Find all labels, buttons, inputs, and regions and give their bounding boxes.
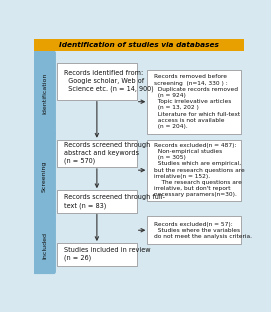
FancyBboxPatch shape [57,243,137,266]
FancyBboxPatch shape [147,70,241,134]
Text: Screening: Screening [42,161,47,193]
Text: Records removed before
screening  (n=14, 330 ) :
  Duplicate records removed
  (: Records removed before screening (n=14, … [154,74,240,129]
FancyBboxPatch shape [57,63,137,100]
Text: Studies included in review
(n = 26): Studies included in review (n = 26) [64,247,151,261]
FancyBboxPatch shape [34,39,244,51]
Text: Identification of studies via databases: Identification of studies via databases [59,42,219,48]
FancyBboxPatch shape [147,217,241,244]
FancyBboxPatch shape [33,218,56,274]
FancyBboxPatch shape [57,190,137,213]
Text: Included: Included [42,232,47,259]
Text: Records screened through
abstract and keywords
(n = 570): Records screened through abstract and ke… [64,142,151,164]
Text: Identification: Identification [42,73,47,114]
FancyBboxPatch shape [33,132,56,221]
Text: Records excluded(n = 487):
  Non-empirical studies
  (n = 305)
  Studies which a: Records excluded(n = 487): Non-empirical… [154,143,244,197]
Text: Records excluded(n = 57):
  Studies where the variables
do not meet the analysis: Records excluded(n = 57): Studies where … [154,222,251,239]
Text: Records screened through full-
text (n = 83): Records screened through full- text (n =… [64,194,165,208]
FancyBboxPatch shape [33,51,56,136]
FancyBboxPatch shape [57,139,137,167]
FancyBboxPatch shape [147,139,241,201]
Text: Records identified from:
  Google scholar, Web of
  Science etc. (n = 14, 900): Records identified from: Google scholar,… [64,70,154,92]
